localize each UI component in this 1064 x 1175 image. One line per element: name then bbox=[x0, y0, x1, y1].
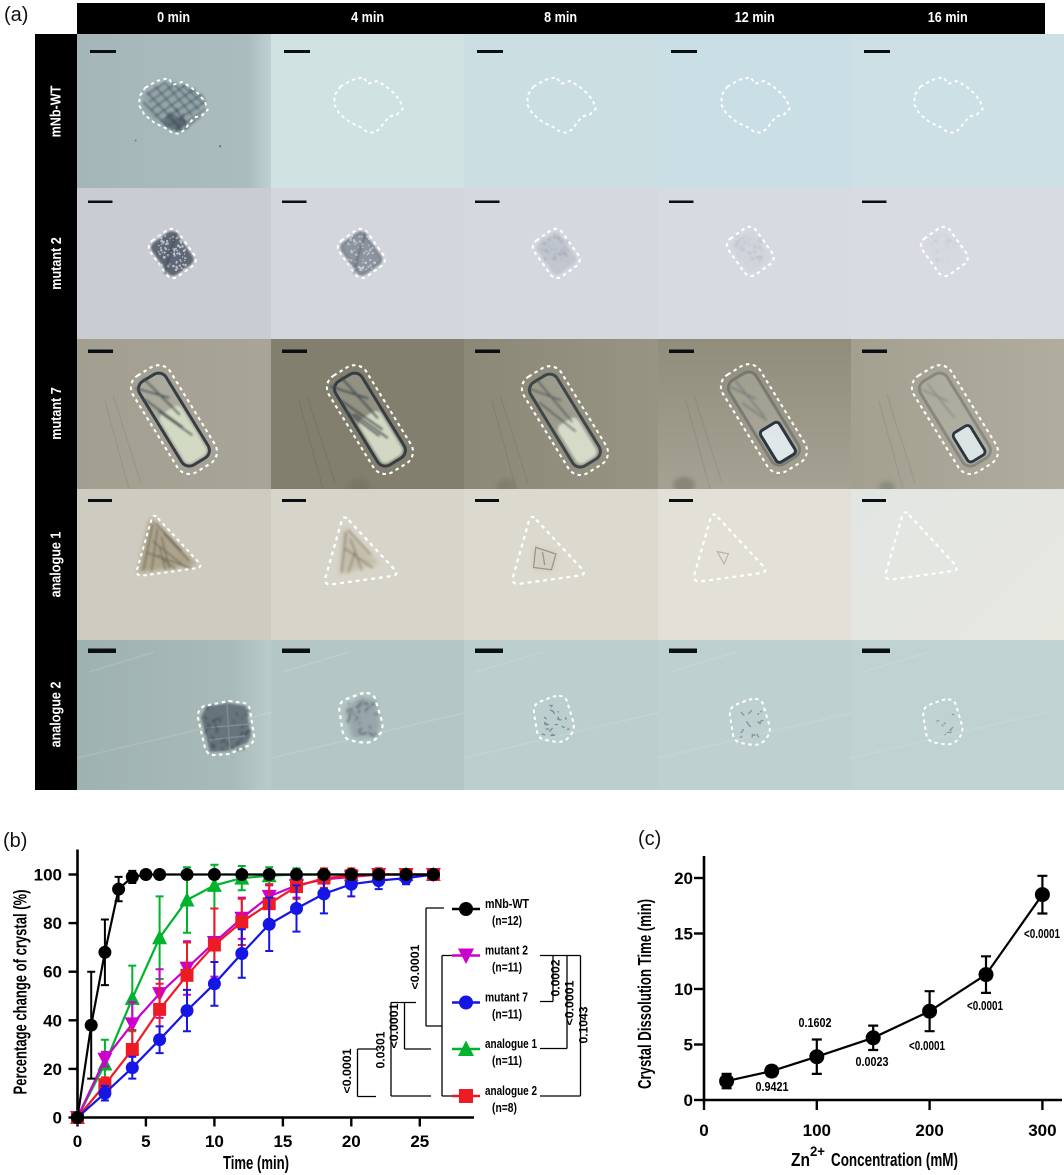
svg-text:mutant 7: mutant 7 bbox=[485, 991, 528, 1005]
svg-text:200: 200 bbox=[915, 1121, 943, 1140]
svg-text:15: 15 bbox=[674, 925, 693, 944]
svg-text:60: 60 bbox=[43, 963, 62, 982]
svg-text:80: 80 bbox=[43, 914, 62, 933]
svg-text:5: 5 bbox=[141, 1132, 150, 1151]
svg-text:<0.0001: <0.0001 bbox=[410, 944, 422, 990]
svg-text:analogue 1: analogue 1 bbox=[485, 1037, 537, 1051]
svg-text:15: 15 bbox=[273, 1132, 292, 1151]
svg-text:20: 20 bbox=[674, 869, 693, 888]
svg-text:(n=12): (n=12) bbox=[492, 914, 522, 928]
svg-text:(n=11): (n=11) bbox=[492, 1008, 522, 1022]
svg-text:0.0002: 0.0002 bbox=[551, 960, 563, 997]
svg-text:mutant 2: mutant 2 bbox=[485, 944, 528, 958]
svg-text:0.1602: 0.1602 bbox=[799, 1015, 832, 1030]
svg-text:0: 0 bbox=[53, 1109, 62, 1128]
svg-text:mNb-WT: mNb-WT bbox=[485, 897, 529, 911]
svg-text:40: 40 bbox=[43, 1011, 62, 1030]
svg-text:100: 100 bbox=[34, 866, 62, 885]
svg-text:<0.0001: <0.0001 bbox=[1024, 926, 1060, 941]
svg-text:10: 10 bbox=[205, 1132, 224, 1151]
svg-text:0: 0 bbox=[73, 1132, 82, 1151]
svg-text:0.0023: 0.0023 bbox=[856, 1054, 889, 1069]
svg-text:0: 0 bbox=[699, 1121, 708, 1140]
svg-text:0.9421: 0.9421 bbox=[756, 1079, 789, 1094]
svg-text:<0.0001: <0.0001 bbox=[342, 1048, 354, 1094]
svg-text:(n=11): (n=11) bbox=[492, 1054, 522, 1068]
svg-text:5: 5 bbox=[684, 1036, 693, 1055]
svg-text:100: 100 bbox=[803, 1121, 831, 1140]
svg-text:25: 25 bbox=[410, 1132, 429, 1151]
svg-text:20: 20 bbox=[342, 1132, 361, 1151]
svg-text:Time (min): Time (min) bbox=[223, 1153, 289, 1173]
svg-text:20: 20 bbox=[43, 1060, 62, 1079]
svg-text:(n=8): (n=8) bbox=[492, 1101, 517, 1115]
svg-text:<0.0001: <0.0001 bbox=[389, 1003, 401, 1049]
svg-text:Zn2+Concentration (mM): Zn2+ Concentration (mM) bbox=[791, 1144, 958, 1170]
svg-text:analogue 2: analogue 2 bbox=[485, 1084, 537, 1098]
svg-text:0.1043: 0.1043 bbox=[579, 1007, 591, 1044]
svg-text:300: 300 bbox=[1028, 1121, 1056, 1140]
svg-text:(n=11): (n=11) bbox=[492, 961, 522, 975]
svg-text:Crystal Dissolution Time (min): Crystal Dissolution Time (min) bbox=[635, 899, 655, 1089]
svg-text:<0.0001: <0.0001 bbox=[967, 998, 1003, 1013]
svg-text:10: 10 bbox=[674, 980, 693, 999]
svg-text:<0.0001: <0.0001 bbox=[565, 980, 577, 1026]
svg-text:<0.0001: <0.0001 bbox=[909, 1038, 945, 1053]
svg-text:0.0301: 0.0301 bbox=[376, 1031, 388, 1069]
svg-text:0: 0 bbox=[684, 1091, 693, 1110]
svg-text:Percentage change of crystal (: Percentage change of crystal (%) bbox=[11, 890, 31, 1095]
